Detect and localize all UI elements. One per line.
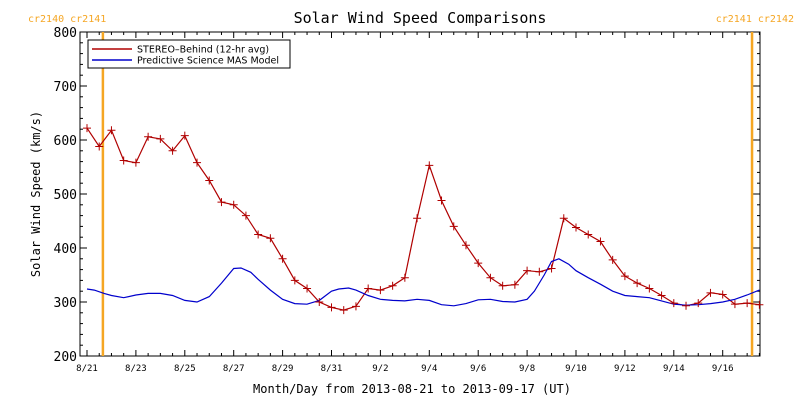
data-point xyxy=(498,281,507,290)
data-point xyxy=(474,259,483,268)
x-tick-label: 8/29 xyxy=(272,364,294,374)
data-point xyxy=(180,131,189,140)
data-point xyxy=(535,267,544,276)
x-tick-label: 9/6 xyxy=(470,364,486,374)
data-point xyxy=(730,300,739,309)
data-point xyxy=(645,284,654,293)
data-point xyxy=(706,288,715,297)
data-point xyxy=(449,222,458,231)
data-point xyxy=(351,302,360,311)
y-tick-label: 400 xyxy=(54,242,77,257)
mas-model-line xyxy=(86,258,760,307)
y-tick-label: 300 xyxy=(54,296,77,311)
x-tick-label: 8/27 xyxy=(223,364,245,374)
y-tick-label: 500 xyxy=(54,188,77,203)
legend-entry: STEREO–Behind (12-hr avg) xyxy=(137,45,269,56)
y-axis-label: Solar Wind Speed (km/s) xyxy=(29,111,43,277)
carrington-label: cr2140 cr2141 xyxy=(28,14,106,25)
data-point xyxy=(241,211,250,220)
data-point xyxy=(205,176,214,185)
data-point xyxy=(559,214,568,223)
data-point xyxy=(193,158,202,167)
data-point xyxy=(620,272,629,281)
x-tick-label: 9/14 xyxy=(663,364,685,374)
data-point xyxy=(718,290,727,299)
data-point xyxy=(400,273,409,282)
y-tick-label: 200 xyxy=(54,350,77,365)
data-point xyxy=(95,142,104,151)
data-point xyxy=(156,134,165,143)
x-tick-label: 9/8 xyxy=(519,364,535,374)
carrington-label: cr2141 cr2142 xyxy=(716,14,794,25)
x-tick-label: 9/2 xyxy=(372,364,388,374)
data-point xyxy=(388,281,397,290)
data-point xyxy=(339,306,348,315)
data-point xyxy=(376,286,385,295)
data-point xyxy=(486,273,495,282)
data-point xyxy=(669,299,678,308)
y-tick-label: 800 xyxy=(54,26,77,41)
data-point xyxy=(694,299,703,308)
plot-frame xyxy=(79,31,761,357)
data-point xyxy=(278,254,287,263)
data-point xyxy=(633,279,642,288)
data-point xyxy=(523,266,532,275)
x-tick-label: 8/21 xyxy=(76,364,98,374)
legend-box xyxy=(87,39,291,69)
x-axis-label: Month/Day from 2013-08-21 to 2013-09-17 … xyxy=(253,382,571,396)
y-tick-label: 600 xyxy=(54,134,77,149)
data-point xyxy=(217,198,226,207)
data-point xyxy=(461,241,470,250)
data-point xyxy=(413,214,422,223)
stereo-behind-line xyxy=(86,127,760,311)
x-tick-label: 9/16 xyxy=(712,364,734,374)
x-tick-label: 9/4 xyxy=(421,364,437,374)
data-point xyxy=(547,264,556,273)
data-point xyxy=(608,255,617,264)
x-tick-label: 9/10 xyxy=(565,364,587,374)
data-point xyxy=(290,276,299,285)
data-point xyxy=(303,284,312,293)
data-point xyxy=(584,230,593,239)
data-point xyxy=(168,146,177,155)
data-point xyxy=(144,132,153,141)
x-tick-label: 8/31 xyxy=(321,364,343,374)
data-point xyxy=(755,300,764,309)
chart-title: Solar Wind Speed Comparisons xyxy=(294,9,547,27)
data-point xyxy=(107,126,116,135)
x-tick-label: 8/25 xyxy=(174,364,196,374)
x-tick-label: 8/23 xyxy=(125,364,147,374)
data-point xyxy=(572,223,580,232)
data-point xyxy=(437,196,446,205)
data-point xyxy=(425,161,434,170)
data-point xyxy=(364,284,373,293)
data-point xyxy=(131,158,140,167)
data-point xyxy=(254,230,263,239)
data-point xyxy=(743,299,752,308)
data-point xyxy=(229,200,238,209)
data-point xyxy=(327,303,336,312)
legend-entry: Predictive Science MAS Model xyxy=(137,56,279,67)
x-tick-label: 9/12 xyxy=(614,364,636,374)
y-tick-label: 700 xyxy=(54,80,77,95)
data-point xyxy=(657,291,666,300)
data-point xyxy=(315,298,324,306)
data-point xyxy=(596,237,605,246)
data-point xyxy=(266,234,275,243)
data-point xyxy=(83,124,91,133)
data-point xyxy=(510,280,519,289)
data-point xyxy=(682,301,691,310)
data-point xyxy=(119,156,128,165)
